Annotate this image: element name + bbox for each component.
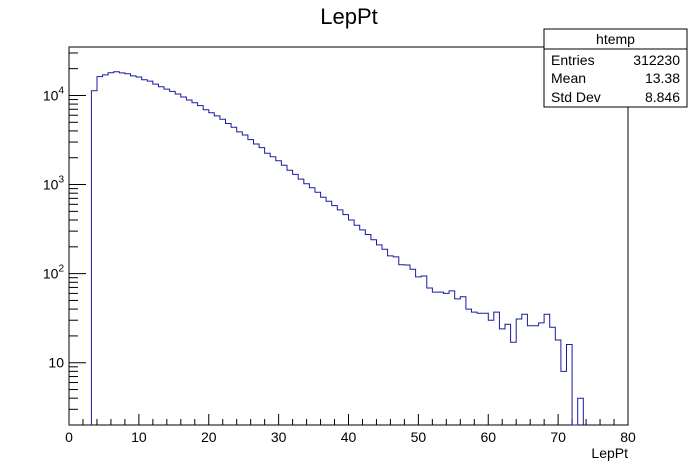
x-axis-label: LepPt	[591, 445, 628, 461]
histogram-series-line	[90, 71, 584, 426]
x-tick-label: 40	[341, 429, 357, 445]
stats-mean-value: 13.38	[645, 70, 680, 86]
stats-box-title: htemp	[596, 31, 635, 47]
x-tick-label: 80	[620, 429, 636, 445]
stats-entries-label: Entries	[551, 52, 595, 68]
y-axis-tick-labels: 10 102 103 104	[43, 85, 65, 370]
x-tick-label: 0	[65, 429, 73, 445]
y-tick-label: 103	[43, 175, 65, 193]
stats-stddev-label: Std Dev	[551, 89, 601, 105]
y-tick-label: 10	[48, 355, 64, 371]
y-tick-label: 102	[43, 264, 65, 282]
y-axis-ticks	[69, 52, 86, 426]
x-tick-label: 50	[411, 429, 427, 445]
x-tick-label: 70	[550, 429, 566, 445]
x-tick-label: 20	[201, 429, 217, 445]
x-tick-label: 10	[131, 429, 147, 445]
y-tick-label: 104	[43, 85, 65, 103]
x-tick-label: 30	[271, 429, 287, 445]
chart-title: LepPt	[320, 4, 378, 29]
stats-mean-label: Mean	[551, 70, 586, 86]
x-tick-label: 60	[480, 429, 496, 445]
stats-entries-value: 312230	[633, 52, 680, 68]
x-axis-ticks	[68, 414, 629, 425]
x-axis-tick-labels: 0 10 20 30 40 50 60 70 80	[65, 429, 636, 445]
stats-box-frame	[543, 28, 688, 108]
stats-box: htemp Entries 312230 Mean 13.38 Std Dev …	[543, 28, 688, 108]
stats-stddev-value: 8.846	[645, 89, 680, 105]
